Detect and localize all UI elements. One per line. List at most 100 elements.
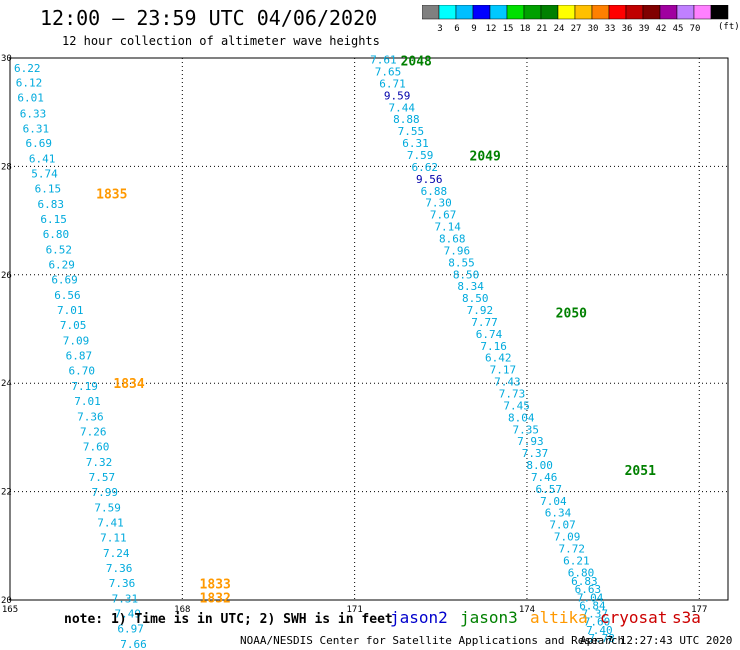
colorbar-tick-label: 12 — [486, 24, 497, 34]
data-point-swh: 7.92 — [467, 304, 494, 317]
data-point-swh: 6.74 — [476, 328, 503, 341]
pass-time-label: 2050 — [556, 307, 587, 322]
data-point-swh: 6.31 — [402, 137, 429, 150]
pass-time-label: 1835 — [96, 188, 127, 203]
data-point-swh: 9.56 — [416, 173, 443, 186]
colorbar-units: (ft) — [718, 22, 740, 32]
y-tick-label: 20 — [1, 596, 12, 606]
pass-time-label: 2049 — [470, 150, 501, 165]
data-point-swh: 7.49 — [115, 608, 142, 621]
data-point-swh: 6.12 — [16, 76, 43, 89]
data-point-swh: 7.46 — [531, 471, 558, 484]
data-point-swh: 7.37 — [581, 608, 608, 621]
colorbar-tick-label: 27 — [571, 24, 582, 34]
colorbar-tick-label: 33 — [605, 24, 616, 34]
data-point-swh: 7.77 — [471, 316, 498, 329]
footnote: note: 1) Time is in UTC; 2) SWH is in fe… — [64, 612, 393, 627]
data-point-swh: 7.26 — [80, 425, 107, 438]
colorbar-tick-label: 3 — [437, 24, 442, 34]
colorbar-tick-label: 42 — [656, 24, 667, 34]
colorbar-tick-label: 9 — [471, 24, 476, 34]
data-point-swh: 7.01 — [74, 395, 101, 408]
data-point-swh: 6.88 — [421, 185, 448, 198]
legend-altika: altika — [530, 608, 588, 627]
data-point-swh: 8.50 — [453, 268, 480, 281]
data-point-swh: 7.16 — [480, 340, 507, 353]
data-point-swh: 6.83 — [38, 198, 65, 211]
data-point-swh: 7.09 — [63, 334, 90, 347]
data-point-swh: 7.17 — [490, 364, 517, 377]
data-point-swh: 7.36 — [109, 577, 136, 590]
data-point-swh: 6.33 — [20, 107, 47, 120]
data-point-swh: 7.60 — [584, 616, 611, 629]
y-tick-label: 22 — [1, 488, 12, 498]
data-point-swh: 7.59 — [407, 149, 434, 162]
pass-time-label: 1833 — [200, 578, 231, 593]
colorbar-tick-label: 30 — [588, 24, 599, 34]
data-point-swh: 6.56 — [54, 289, 81, 302]
data-point-swh: 6.31 — [23, 122, 50, 135]
data-point-swh: 8.88 — [393, 113, 420, 126]
x-tick-label: 177 — [691, 605, 707, 615]
data-point-swh: 6.21 — [563, 554, 590, 567]
data-point-swh: 7.66 — [120, 638, 147, 650]
data-point-swh: 7.05 — [60, 319, 87, 332]
data-point-swh: 6.22 — [14, 62, 41, 75]
data-point-swh: 6.41 — [29, 152, 56, 165]
data-point-swh: 7.41 — [97, 516, 124, 529]
colorbar-legend: 3 6 9 12 15 18 21 24 27 30 33 36 39 42 45 70 — [422, 5, 729, 34]
data-point-swh: 6.87 — [66, 350, 93, 363]
data-point-swh: 7.04 — [577, 591, 604, 604]
footer-timestamp: Apr 7 12:27:43 UTC 2020 — [580, 634, 733, 647]
data-point-swh: 7.55 — [398, 125, 425, 138]
data-point-swh: 8.55 — [448, 256, 475, 269]
data-point-swh: 5.74 — [31, 167, 58, 180]
data-point-swh: 6.69 — [25, 137, 52, 150]
colorbar-tick-label: 36 — [622, 24, 633, 34]
data-point-swh: 8.34 — [457, 280, 484, 293]
chart-title: 12:00 – 23:59 UTC 04/06/2020 — [40, 6, 378, 30]
colorbar-swatch — [710, 5, 729, 20]
data-point-swh: 7.96 — [444, 244, 471, 257]
data-point-swh: 6.71 — [379, 77, 406, 90]
colorbar-tick-label: 6 — [454, 24, 459, 34]
data-point-swh: 7.14 — [434, 221, 461, 234]
data-point-swh: 7.36 — [106, 562, 133, 575]
data-point-swh: 8.00 — [526, 459, 553, 472]
data-point-swh: 7.31 — [112, 592, 139, 605]
x-tick-label: 168 — [174, 605, 190, 615]
legend-jason2: jason2 — [390, 608, 448, 627]
data-point-swh: 6.42 — [485, 352, 512, 365]
data-point-swh: 7.04 — [540, 495, 567, 508]
pass-time-label: 1832 — [200, 591, 231, 606]
data-point-swh: 6.29 — [48, 259, 75, 272]
colorbar-tick-label: 18 — [520, 24, 531, 34]
data-point-swh: 7.72 — [559, 543, 586, 556]
legend-s3a: s3a — [672, 608, 701, 627]
pass-time-label: 2051 — [625, 464, 656, 479]
data-point-swh: 7.24 — [103, 547, 130, 560]
data-point-swh: 6.01 — [17, 92, 44, 105]
footer-credit: NOAA/NESDIS Center for Satellite Applica… — [240, 634, 625, 647]
data-point-swh: 6.63 — [575, 583, 602, 596]
x-tick-label: 165 — [2, 605, 18, 615]
data-point-swh: 8.50 — [462, 292, 489, 305]
data-point-swh: 6.62 — [411, 161, 438, 174]
data-point-swh: 7.30 — [425, 197, 452, 210]
data-point-swh: 6.52 — [46, 243, 73, 256]
data-point-swh: 6.80 — [43, 228, 70, 241]
y-tick-label: 26 — [1, 271, 12, 281]
data-point-swh: 7.45 — [503, 399, 530, 412]
y-tick-label: 30 — [1, 54, 12, 64]
data-point-swh: 7.78 — [588, 632, 615, 645]
data-point-swh: 7.19 — [71, 380, 98, 393]
colorbar-tick-label: 21 — [537, 24, 548, 34]
data-point-swh: 7.60 — [83, 441, 110, 454]
data-point-swh: 6.15 — [40, 213, 67, 226]
data-point-swh: 6.83 — [571, 575, 598, 588]
data-point-swh: 6.34 — [545, 507, 572, 520]
data-point-swh: 7.99 — [92, 486, 119, 499]
data-point-swh: 7.32 — [86, 456, 113, 469]
data-point-swh: 6.57 — [536, 483, 563, 496]
